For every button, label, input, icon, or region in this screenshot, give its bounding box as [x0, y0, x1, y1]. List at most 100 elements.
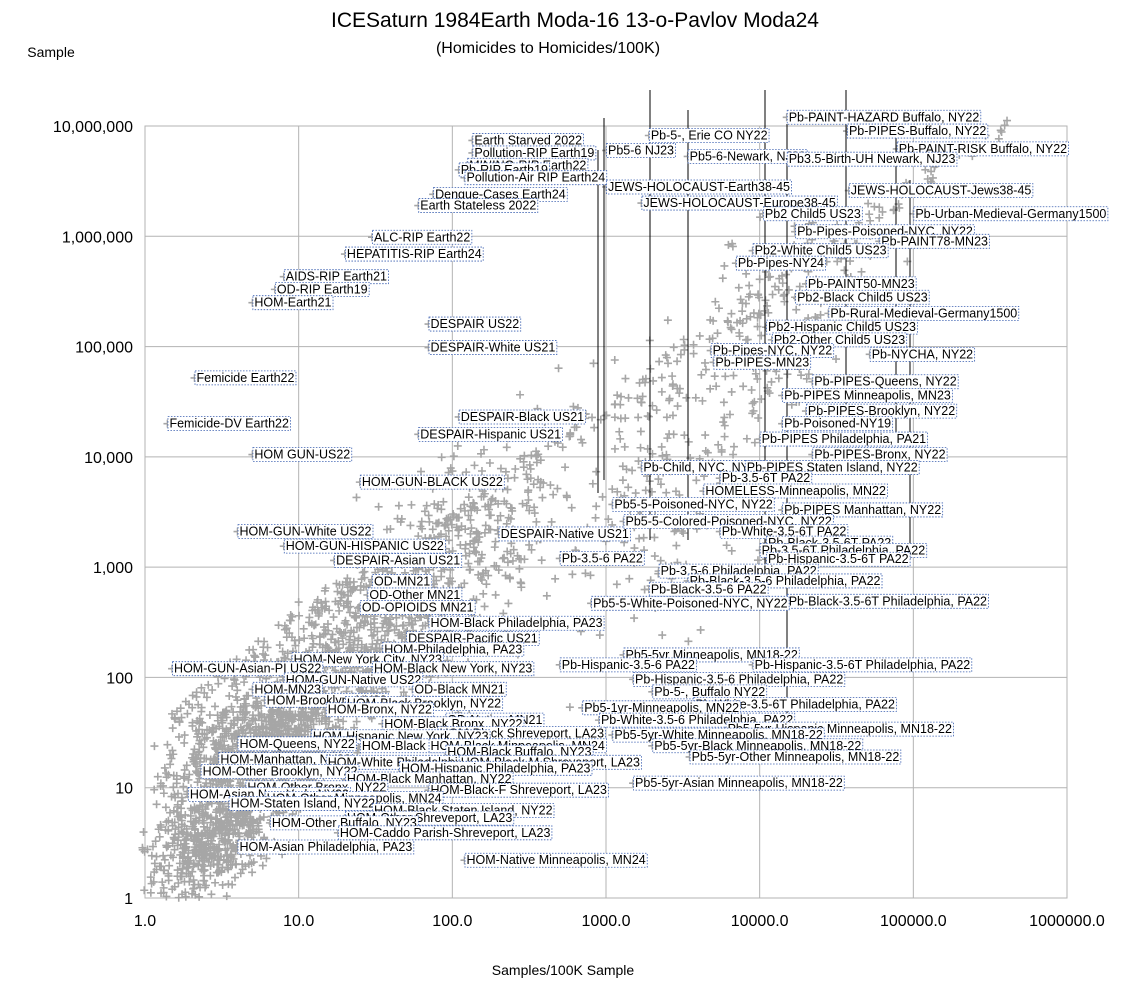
data-point [490, 543, 499, 552]
data-point [173, 789, 182, 798]
data-point [589, 359, 598, 368]
data-point [562, 493, 571, 502]
y-tick-label: 10,000 [84, 450, 133, 467]
data-point [498, 554, 507, 563]
x-axis-label: Samples/100K Sample [492, 962, 635, 978]
data-label: Pb3.5-Birth-UH Newark, NJ23 [789, 152, 956, 166]
data-label: HOM-Staten Island, NY22 [231, 796, 376, 810]
data-point [236, 707, 245, 716]
data-point [240, 695, 249, 704]
data-label: Pb2-Black Child5 US23 [797, 290, 928, 304]
data-point [248, 868, 257, 877]
data-point [621, 414, 630, 423]
data-point [516, 390, 525, 399]
data-point [160, 855, 169, 864]
data-point [611, 400, 620, 409]
data-point [504, 599, 513, 608]
data-point [212, 745, 221, 754]
data-point [394, 501, 403, 510]
data-point [673, 402, 682, 411]
data-point [417, 517, 426, 526]
data-point [713, 329, 722, 338]
data-point [180, 731, 189, 740]
data-point [198, 718, 207, 727]
data-point [689, 349, 698, 358]
data-point [480, 602, 489, 611]
data-point [252, 722, 261, 731]
data-point [701, 431, 710, 440]
data-point [274, 728, 283, 737]
data-point [866, 216, 875, 225]
data-point [532, 517, 541, 526]
data-point [214, 679, 223, 688]
y-tick-label: 10 [115, 781, 133, 798]
data-point [160, 763, 169, 772]
data-point [335, 606, 344, 615]
data-point [673, 357, 682, 366]
data-point [668, 372, 677, 381]
data-point [155, 832, 164, 841]
data-point [522, 470, 531, 479]
data-label: OD-MN21 [374, 575, 430, 589]
data-point [222, 713, 231, 722]
data-point [229, 708, 238, 717]
data-label: OD-OPIOIDS MN21 [362, 601, 474, 615]
data-point [153, 772, 162, 781]
data-point [464, 559, 473, 568]
data-point [295, 636, 304, 645]
data-point [675, 389, 684, 398]
y-tick-label: 1 [124, 891, 133, 908]
data-point [700, 358, 709, 367]
data-point [225, 691, 234, 700]
data-point [738, 307, 747, 316]
data-point [159, 851, 168, 860]
data-point [168, 746, 177, 755]
data-point [173, 802, 182, 811]
data-point [245, 720, 254, 729]
data-point [248, 711, 257, 720]
data-point [755, 275, 764, 284]
data-point [680, 431, 689, 440]
data-point [865, 210, 874, 219]
data-point [180, 765, 189, 774]
data-point [222, 725, 231, 734]
data-point [485, 459, 494, 468]
data-point [158, 878, 167, 887]
data-point [380, 631, 389, 640]
data-point [449, 452, 458, 461]
data-point [747, 386, 756, 395]
data-label: DESPAIR-White US21 [431, 341, 556, 355]
x-tick-label: 10000.0 [731, 913, 789, 930]
data-point [194, 748, 203, 757]
data-point [742, 269, 751, 278]
data-point [241, 701, 250, 710]
data-point [491, 590, 500, 599]
data-point [668, 411, 677, 420]
data-point [658, 631, 667, 640]
data-point [682, 393, 691, 402]
data-point [159, 789, 168, 798]
data-point [669, 343, 678, 352]
data-point [846, 257, 855, 266]
data-label: OD-Black MN21 [414, 682, 504, 696]
data-point [262, 674, 271, 683]
data-point [189, 755, 198, 764]
data-point [727, 546, 736, 555]
data-point [679, 529, 688, 538]
data-point [558, 443, 567, 452]
data-point [300, 634, 309, 643]
data-point [164, 770, 173, 779]
data-point [193, 716, 202, 725]
data-point [236, 779, 245, 788]
data-point [180, 738, 189, 747]
data-label: Pb-Poisoned-NY19 [784, 417, 891, 431]
data-point [734, 283, 743, 292]
data-point [352, 717, 361, 726]
data-point [727, 387, 736, 396]
data-point [721, 372, 730, 381]
data-point [616, 434, 625, 443]
data-label: HOM-GUN-White US22 [240, 525, 372, 539]
data-label: Pb5-6 NJ23 [608, 143, 674, 157]
data-point [161, 803, 170, 812]
